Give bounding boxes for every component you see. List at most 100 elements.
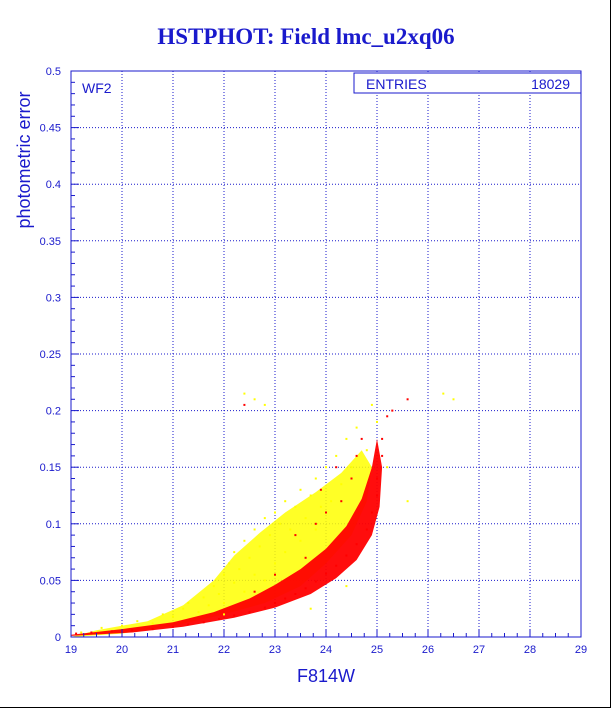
- data-point: [314, 477, 317, 480]
- data-point: [233, 581, 236, 584]
- data-point: [335, 454, 338, 457]
- y-axis-label: photometric error: [14, 91, 34, 228]
- data-point: [253, 398, 256, 401]
- data-point: [355, 426, 358, 429]
- panel-label: WF2: [82, 80, 112, 96]
- data-point: [442, 392, 445, 395]
- data-point: [376, 420, 378, 423]
- data-point: [274, 562, 276, 565]
- y-tick-label: 0.15: [40, 462, 61, 474]
- data-point: [136, 620, 139, 623]
- data-point: [330, 500, 333, 503]
- y-tick-label: 0.2: [46, 406, 61, 418]
- data-point: [212, 585, 215, 588]
- x-tick-label: 25: [371, 644, 383, 656]
- data-point: [289, 528, 292, 531]
- red-density-band: [71, 438, 383, 636]
- y-tick-label: 0.5: [46, 66, 61, 78]
- data-point: [452, 398, 455, 401]
- data-point: [355, 543, 358, 546]
- data-point: [391, 409, 394, 412]
- data-point: [202, 596, 205, 599]
- data-point: [263, 517, 266, 520]
- stats-box-frame: [353, 72, 582, 94]
- data-point: [340, 483, 343, 486]
- data-point: [406, 398, 409, 401]
- x-tick-label: 22: [218, 644, 230, 656]
- data-point: [187, 623, 190, 626]
- data-points: [75, 392, 455, 635]
- data-point: [325, 572, 327, 575]
- stats-entries-label: ENTRIES: [366, 76, 427, 92]
- axis-ticks: 19 20 21 22 23 24 25 26 27 28 29 0 0.05 0.1 0.15 0.2 0.2…: [40, 66, 588, 656]
- data-point: [294, 593, 297, 595]
- data-point: [274, 602, 276, 604]
- data-point: [309, 494, 312, 497]
- data-point: [304, 517, 307, 520]
- data-point: [386, 466, 389, 469]
- stats-box: ENTRIES 18029: [353, 72, 582, 94]
- data-point: [223, 602, 225, 604]
- data-point: [345, 554, 348, 557]
- x-tick-label: 21: [167, 644, 179, 656]
- data-point: [248, 556, 251, 559]
- data-point: [325, 466, 327, 469]
- data-point: [243, 590, 246, 593]
- data-point: [304, 587, 307, 590]
- data-point: [263, 606, 266, 609]
- data-point: [202, 621, 205, 624]
- data-point: [274, 573, 276, 576]
- data-point: [223, 613, 225, 616]
- x-tick-label: 19: [65, 644, 77, 656]
- data-point: [284, 597, 287, 600]
- data-point: [258, 545, 261, 548]
- y-tick-label: 0.3: [46, 292, 61, 304]
- data-point: [309, 607, 312, 610]
- data-point: [263, 579, 266, 582]
- x-tick-label: 29: [575, 644, 587, 656]
- data-point: [151, 622, 154, 625]
- x-tick-label: 26: [422, 644, 434, 656]
- data-point: [325, 511, 327, 514]
- x-axis-label: F814W: [297, 666, 355, 686]
- data-point: [248, 611, 251, 614]
- data-point: [345, 437, 348, 440]
- data-point: [294, 534, 297, 537]
- data-point: [335, 564, 338, 567]
- data-point: [253, 573, 256, 576]
- x-tick-label: 28: [524, 644, 536, 656]
- y-tick-label: 0.1: [46, 519, 61, 531]
- data-point: [370, 403, 373, 406]
- data-point: [350, 477, 353, 480]
- data-point: [319, 505, 322, 508]
- data-point: [131, 629, 134, 632]
- data-point: [304, 556, 307, 559]
- data-point: [121, 624, 123, 627]
- data-point: [376, 477, 378, 480]
- data-point: [376, 494, 378, 497]
- data-point: [314, 528, 317, 531]
- x-tick-label: 23: [269, 644, 281, 656]
- data-point: [381, 454, 384, 457]
- data-point: [335, 466, 338, 469]
- y-tick-label: 0.4: [46, 179, 61, 191]
- data-point: [223, 573, 225, 576]
- data-point: [233, 551, 236, 554]
- y-tick-label: 0.35: [40, 236, 61, 248]
- data-point: [284, 500, 287, 503]
- y-tick-label: 0.25: [40, 349, 61, 361]
- data-point: [217, 593, 220, 595]
- data-point: [172, 625, 174, 628]
- data-point: [80, 631, 83, 634]
- data-point: [279, 522, 282, 525]
- data-point: [75, 632, 78, 635]
- data-point: [355, 454, 358, 457]
- data-point: [319, 488, 322, 491]
- data-point: [228, 562, 231, 565]
- page-title: HSTPHOT: Field lmc_u2xq06: [157, 24, 455, 49]
- data-point: [314, 522, 317, 525]
- data-point: [182, 607, 185, 610]
- data-point: [406, 500, 409, 503]
- data-point: [365, 528, 368, 531]
